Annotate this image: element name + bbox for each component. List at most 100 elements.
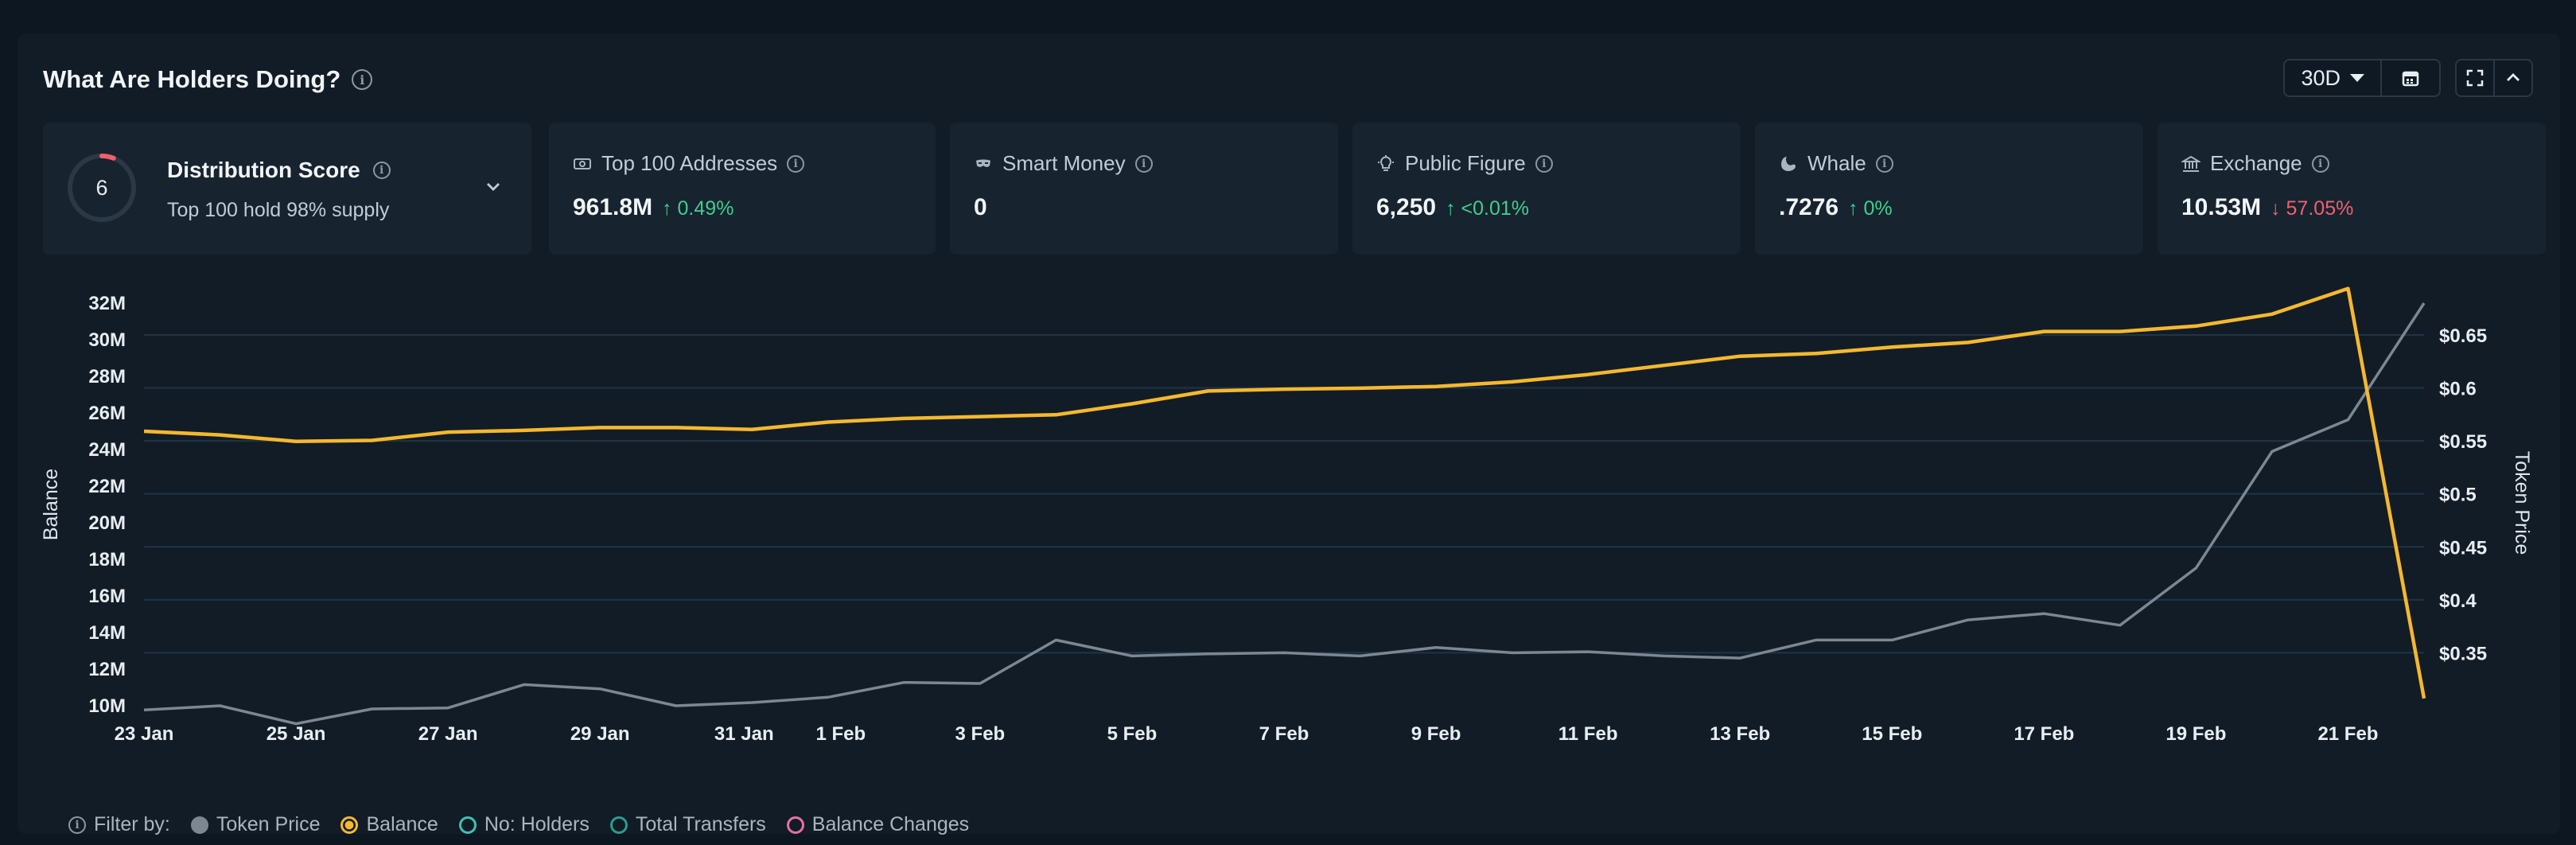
- legend-label: Balance Changes: [811, 813, 970, 835]
- y-tick-label: 28M: [88, 366, 126, 387]
- legend-item-token-price[interactable]: Token Price: [190, 813, 321, 836]
- card-delta: ↑ <0.01%: [1446, 197, 1530, 220]
- distribution-score-subtitle: Top 100 hold 98% supply: [167, 199, 390, 221]
- calendar-button[interactable]: [2382, 60, 2439, 95]
- y-tick-label: 26M: [88, 403, 126, 424]
- panel-title: What Are Holders Doing?: [43, 65, 341, 93]
- legend-dot: [786, 816, 804, 834]
- period-controls: 30D: [2283, 59, 2441, 97]
- legend-dot: [190, 816, 208, 834]
- info-icon[interactable]: i: [2311, 154, 2329, 173]
- card-value: .7276: [1779, 194, 1839, 220]
- distribution-score-card[interactable]: 6 Distribution Score i Top 100 hold 98% …: [43, 123, 531, 255]
- card-value: 6,250: [1376, 194, 1437, 220]
- score-ring: [68, 154, 136, 222]
- whale-icon: [1781, 156, 1796, 171]
- public-figure-card[interactable]: Public Figure i 6,250 ↑ <0.01%: [1352, 123, 1741, 255]
- distribution-score-value: 6: [95, 175, 108, 200]
- mask-icon: [976, 159, 990, 167]
- x-tick-label: 15 Feb: [1862, 723, 1922, 745]
- x-tick-label: 29 Jan: [570, 723, 630, 745]
- y2-tick-label: $0.55: [2439, 431, 2487, 453]
- y-tick-label: 16M: [88, 586, 126, 607]
- y-tick-label: 20M: [88, 512, 126, 534]
- panel-header: What Are Holders Doing? i: [43, 62, 373, 97]
- x-tick-label: 1 Feb: [815, 723, 866, 745]
- info-icon[interactable]: i: [1875, 154, 1893, 173]
- y-tick-label: 32M: [88, 293, 126, 314]
- legend-item-balance-changes[interactable]: Balance Changes: [786, 813, 970, 836]
- card-label: Whale: [1807, 151, 1866, 175]
- distribution-score-title-row: Distribution Score i: [167, 158, 391, 183]
- series-line-token-price[interactable]: [143, 302, 2426, 726]
- right-axis-ticks: $0.35 $0.4 $0.45 $0.5 $0.55 $0.6 $0.65: [2439, 325, 2487, 664]
- view-controls: [2455, 59, 2533, 97]
- x-tick-label: 27 Jan: [418, 723, 478, 745]
- card-label: Exchange: [2210, 151, 2302, 175]
- chevron-up-icon: [2507, 73, 2520, 81]
- top-100-addresses-card[interactable]: Top 100 Addresses i 961.8M ↑ 0.49%: [549, 123, 936, 255]
- fullscreen-button[interactable]: [2457, 60, 2493, 95]
- y-tick-label: 24M: [88, 439, 126, 461]
- y-tick-label: 12M: [88, 659, 126, 680]
- x-tick-label: 19 Feb: [2165, 723, 2226, 745]
- info-icon[interactable]: i: [372, 162, 391, 179]
- x-tick-label: 31 Jan: [714, 723, 774, 745]
- x-tick-label: 21 Feb: [2317, 723, 2378, 745]
- left-axis-ticks: 10M 12M 14M 16M 18M 20M 22M 24M 26M 28M 30M 32M: [88, 293, 126, 717]
- caret-down-icon: [2350, 74, 2364, 82]
- y2-tick-label: $0.5: [2439, 485, 2477, 506]
- x-axis-ticks: 23 Jan 25 Jan 27 Jan 29 Jan 31 Jan 1 Feb 3 Feb…: [115, 723, 2379, 745]
- filter-label-item: i Filter by:: [68, 813, 170, 836]
- card-value: 961.8M: [573, 194, 653, 220]
- x-tick-label: 11 Feb: [1558, 723, 1618, 745]
- exchange-card[interactable]: Exchange i 10.53M ↓ 57.05%: [2158, 123, 2546, 255]
- series-line-balance[interactable]: [143, 286, 2426, 699]
- y2-tick-label: $0.65: [2439, 325, 2487, 347]
- y2-tick-label: $0.6: [2439, 379, 2477, 400]
- distribution-score-title: Distribution Score: [167, 158, 360, 182]
- chevron-down-icon[interactable]: [484, 177, 503, 196]
- x-tick-label: 5 Feb: [1107, 723, 1158, 745]
- lightbulb-icon: [1378, 154, 1394, 171]
- y-tick-label: 30M: [88, 329, 126, 351]
- cash-icon: [574, 158, 591, 169]
- fullscreen-icon: [2466, 69, 2484, 87]
- x-tick-label: 23 Jan: [115, 723, 174, 745]
- chart-series: [143, 286, 2426, 726]
- smart-money-card[interactable]: Smart Money i 0: [950, 123, 1338, 255]
- legend-label: Balance: [366, 813, 438, 835]
- card-label: Top 100 Addresses: [601, 151, 778, 175]
- y-tick-label: 10M: [88, 695, 126, 717]
- holders-chart[interactable]: 10M 12M 14M 16M 18M 20M 22M 24M 26M 28M 30M 32M $0.…: [18, 33, 2560, 834]
- card-delta: ↑ 0%: [1848, 197, 1893, 220]
- legend-dot: [609, 816, 628, 834]
- info-icon[interactable]: i: [1535, 154, 1553, 173]
- card-delta: ↑ 0.49%: [662, 197, 734, 220]
- info-icon[interactable]: i: [1134, 154, 1153, 173]
- info-icon[interactable]: i: [787, 154, 805, 173]
- legend-dot: [458, 816, 477, 834]
- collapse-button[interactable]: [2493, 60, 2531, 95]
- card-delta-value: 0%: [1863, 197, 1893, 220]
- legend-item-balance[interactable]: Balance: [340, 813, 438, 836]
- info-icon[interactable]: i: [352, 69, 373, 90]
- card-delta-value: 57.05%: [2286, 197, 2354, 220]
- card-label: Smart Money: [1002, 151, 1126, 175]
- calendar-icon: [2402, 71, 2419, 87]
- holders-panel: What Are Holders Doing? i 30D: [18, 33, 2560, 836]
- legend-item-holders[interactable]: No: Holders: [458, 813, 590, 836]
- legend-item-total-transfers[interactable]: Total Transfers: [609, 813, 766, 836]
- period-label: 30D: [2301, 65, 2341, 90]
- period-dropdown[interactable]: 30D: [2285, 60, 2382, 95]
- info-icon[interactable]: i: [68, 816, 86, 834]
- chart-grid: [144, 333, 2424, 654]
- y-tick-label: 18M: [88, 549, 126, 570]
- y-tick-label: 22M: [88, 476, 126, 497]
- whale-card[interactable]: Whale i .7276 ↑ 0%: [1755, 123, 2143, 255]
- legend-label: Token Price: [216, 813, 321, 835]
- y2-tick-label: $0.35: [2439, 643, 2487, 664]
- y2-tick-label: $0.45: [2439, 537, 2487, 559]
- distribution-score-gauge: 6: [67, 153, 137, 223]
- legend-label: No: Holders: [484, 813, 590, 835]
